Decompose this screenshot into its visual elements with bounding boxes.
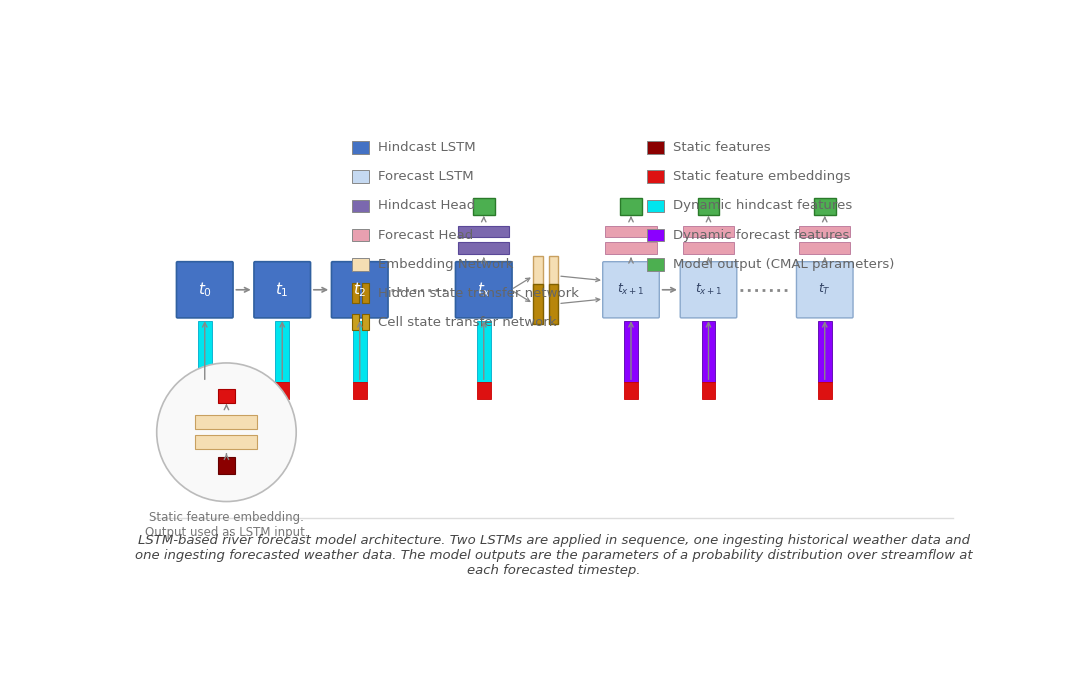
Bar	[647, 258, 663, 270]
Bar	[352, 141, 369, 153]
Text: Dynamic forecast features: Dynamic forecast features	[673, 228, 849, 241]
Text: $t_{x+1}$: $t_{x+1}$	[694, 283, 723, 297]
Bar	[818, 382, 832, 399]
Bar	[362, 314, 369, 330]
Bar	[606, 226, 657, 237]
Text: Static feature embeddings: Static feature embeddings	[673, 170, 850, 183]
Text: $t_x$: $t_x$	[476, 281, 491, 299]
Bar	[683, 242, 734, 254]
Text: $t_T$: $t_T$	[819, 283, 832, 297]
Bar	[362, 283, 369, 303]
Bar	[624, 320, 638, 382]
Bar	[647, 199, 663, 212]
Text: Static feature embedding.
Output used as LSTM input.: Static feature embedding. Output used as…	[145, 511, 308, 539]
FancyBboxPatch shape	[796, 262, 853, 318]
Text: Static features: Static features	[673, 141, 770, 154]
Bar	[549, 256, 558, 296]
Bar	[647, 170, 663, 183]
Text: $t_2$: $t_2$	[353, 281, 366, 299]
Text: Cell state transfer network: Cell state transfer network	[378, 316, 557, 329]
Bar	[275, 382, 289, 399]
Bar	[799, 242, 850, 254]
Bar	[352, 229, 369, 241]
Text: Model output (CMAL parameters): Model output (CMAL parameters)	[673, 258, 894, 271]
Bar	[218, 389, 235, 403]
FancyBboxPatch shape	[603, 262, 659, 318]
Bar	[549, 284, 558, 324]
Bar	[275, 320, 289, 382]
Bar	[814, 198, 836, 215]
Bar	[352, 314, 359, 330]
Text: Forecast LSTM: Forecast LSTM	[378, 170, 474, 183]
Bar	[702, 382, 715, 399]
FancyBboxPatch shape	[332, 262, 388, 318]
Bar	[458, 226, 510, 237]
Bar	[352, 199, 369, 212]
Bar	[352, 283, 359, 303]
Text: $t_0$: $t_0$	[198, 281, 212, 299]
Text: Hindcast Head: Hindcast Head	[378, 199, 475, 212]
Bar	[352, 170, 369, 183]
FancyBboxPatch shape	[176, 262, 233, 318]
Bar	[702, 320, 715, 382]
Bar	[818, 320, 832, 382]
Bar	[647, 229, 663, 241]
Bar	[698, 198, 719, 215]
Bar	[473, 198, 495, 215]
Text: $t_{x+1}$: $t_{x+1}$	[618, 283, 645, 297]
Text: Forecast Head: Forecast Head	[378, 228, 474, 241]
Text: Hidden state transfer network: Hidden state transfer network	[378, 287, 579, 300]
Bar	[198, 382, 212, 399]
FancyBboxPatch shape	[254, 262, 311, 318]
Bar	[218, 457, 235, 474]
Bar	[353, 382, 367, 399]
Bar	[534, 256, 542, 296]
Bar	[198, 320, 212, 382]
Bar	[624, 382, 638, 399]
Ellipse shape	[157, 363, 296, 502]
Bar	[352, 258, 369, 270]
Text: $t_1$: $t_1$	[275, 281, 289, 299]
FancyBboxPatch shape	[680, 262, 737, 318]
Bar	[476, 320, 490, 382]
Bar	[195, 435, 257, 449]
Text: Embedding Network: Embedding Network	[378, 258, 514, 271]
Bar	[195, 415, 257, 429]
Bar	[476, 382, 490, 399]
Bar	[458, 242, 510, 254]
Bar	[683, 226, 734, 237]
Bar	[799, 226, 850, 237]
Bar	[647, 141, 663, 153]
Text: LSTM-based river forecast model architecture. Two LSTMs are applied in sequence,: LSTM-based river forecast model architec…	[135, 534, 972, 577]
Text: Hindcast LSTM: Hindcast LSTM	[378, 141, 476, 154]
Bar	[353, 320, 367, 382]
Bar	[620, 198, 642, 215]
Bar	[606, 242, 657, 254]
FancyBboxPatch shape	[456, 262, 512, 318]
Text: Dynamic hindcast features: Dynamic hindcast features	[673, 199, 852, 212]
Bar	[534, 284, 542, 324]
